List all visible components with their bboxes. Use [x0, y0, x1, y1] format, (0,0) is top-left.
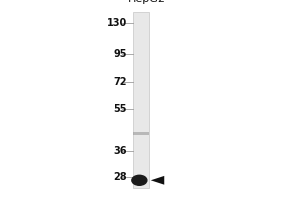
Bar [133, 12, 149, 188]
Text: 36: 36 [113, 146, 127, 156]
Text: 130: 130 [106, 18, 127, 28]
Text: 95: 95 [113, 49, 127, 59]
Text: HepG2: HepG2 [128, 0, 166, 4]
Circle shape [132, 175, 147, 185]
Text: 72: 72 [113, 77, 127, 87]
Text: 28: 28 [113, 172, 127, 182]
Bar [133, 132, 149, 135]
Polygon shape [151, 176, 164, 185]
Text: 55: 55 [113, 104, 127, 114]
